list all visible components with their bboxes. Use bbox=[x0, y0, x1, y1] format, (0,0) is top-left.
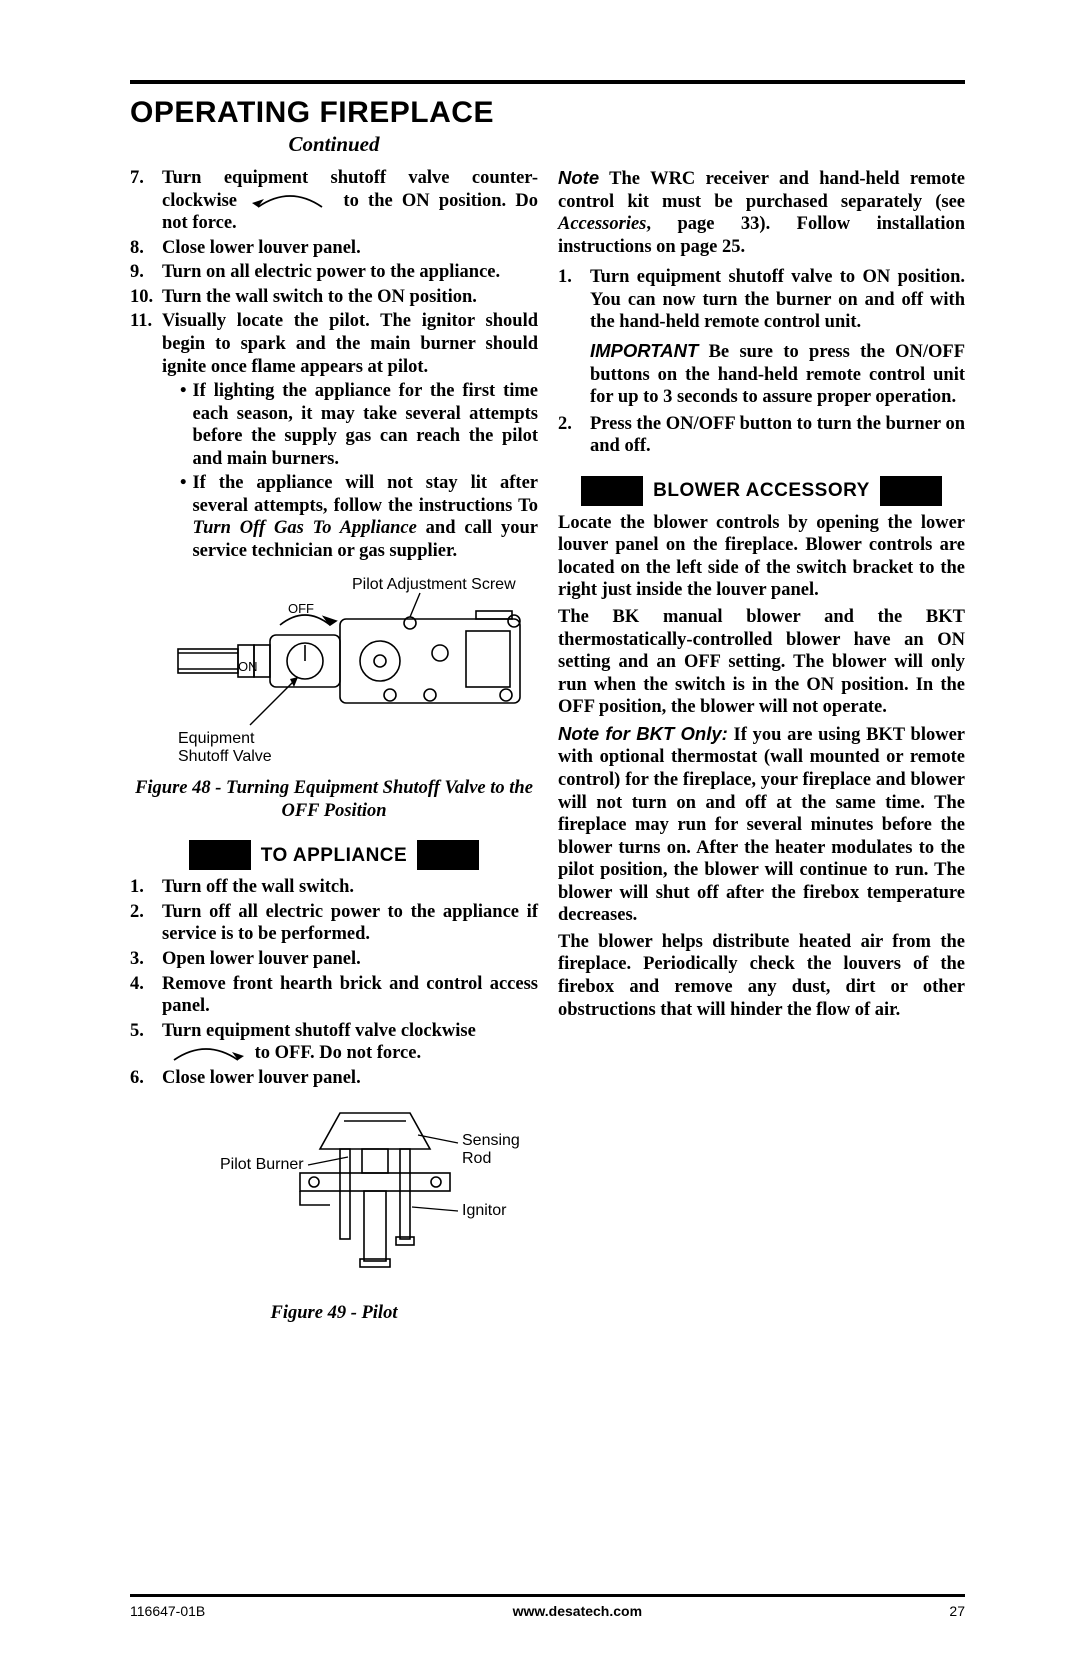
step-text: Visually locate the pilot. The ignitor s… bbox=[162, 311, 538, 376]
step-text: Turn the wall switch to the ON position. bbox=[162, 286, 538, 309]
step-8: 8. Close lower louver panel. bbox=[130, 237, 538, 260]
step-text: Turn on all electric power to the applia… bbox=[162, 261, 538, 284]
step-text: Turn equipment shutoff valve to ON posit… bbox=[590, 267, 965, 332]
label-equip-2: Shutoff Valve bbox=[178, 748, 272, 765]
step-text: Remove front hearth brick and control ac… bbox=[162, 973, 538, 1018]
label-pilot-adjust: Pilot Adjustment Screw bbox=[352, 576, 516, 593]
step-number: 4. bbox=[130, 973, 162, 1018]
step-9: 9. Turn on all electric power to the app… bbox=[130, 261, 538, 284]
black-bar-icon bbox=[880, 476, 942, 506]
step-text-post: to OFF. Do not force. bbox=[255, 1043, 421, 1063]
note-ital: Accessories bbox=[558, 214, 646, 234]
note-label: Note bbox=[558, 167, 599, 188]
steps-list-b: 1.Turn off the wall switch. 2.Turn off a… bbox=[130, 876, 538, 1089]
bullet-text-a: If the appliance will not stay lit after… bbox=[192, 473, 538, 516]
blower-p3: The blower helps distribute heated air f… bbox=[558, 931, 965, 1021]
step-number: 2. bbox=[558, 413, 590, 458]
note-paragraph: Note The WRC receiver and hand-held remo… bbox=[558, 167, 965, 258]
step-7: 7. Turn equipment shutoff valve counter-… bbox=[130, 167, 538, 235]
figure-49: Pilot Burner Sensing Rod Ignitor Figure … bbox=[130, 1099, 538, 1324]
label-ignitor: Ignitor bbox=[462, 1202, 507, 1219]
bullet-1: If lighting the appliance for the first … bbox=[180, 380, 538, 470]
section-to-appliance: TO APPLIANCE bbox=[130, 840, 538, 870]
two-column-layout: 7. Turn equipment shutoff valve counter-… bbox=[130, 167, 965, 1324]
step-number: 9. bbox=[130, 261, 162, 284]
step-number: 5. bbox=[130, 1020, 162, 1065]
page-number: 27 bbox=[949, 1603, 965, 1619]
step-text: Turn off the wall switch. bbox=[162, 876, 538, 899]
black-bar-icon bbox=[417, 840, 479, 870]
top-rule bbox=[130, 80, 965, 84]
bullet-text-ital: Turn Off Gas To Appliance bbox=[192, 518, 416, 538]
remote-step-1: 1. Turn equipment shutoff valve to ON po… bbox=[558, 266, 965, 410]
blower-p2: The BK manual blower and the BKT thermos… bbox=[558, 606, 965, 719]
step-number: 1. bbox=[558, 266, 590, 410]
remote-step-2: 2. Press the ON/OFF button to turn the b… bbox=[558, 413, 965, 458]
black-bar-icon bbox=[581, 476, 643, 506]
bullet-2: If the appliance will not stay lit after… bbox=[180, 472, 538, 562]
important-label: IMPORTANT bbox=[590, 340, 698, 361]
step-number: 8. bbox=[130, 237, 162, 260]
left-column: 7. Turn equipment shutoff valve counter-… bbox=[130, 167, 538, 1324]
arrow-ccw-icon bbox=[246, 191, 334, 211]
figure-48-caption: Figure 48 - Turning Equipment Shutoff Va… bbox=[130, 777, 538, 822]
bkt-paragraph: Note for BKT Only: If you are using BKT … bbox=[558, 723, 965, 927]
label-sensing-1: Sensing bbox=[462, 1132, 520, 1149]
figure-48-svg: Pilot Adjustment Screw OFF ON bbox=[130, 575, 538, 765]
continued-label: Continued bbox=[130, 132, 538, 157]
section-title: BLOWER ACCESSORY bbox=[653, 479, 870, 502]
note-body-a: The WRC receiver and hand-held remote co… bbox=[558, 169, 965, 212]
figure-49-svg: Pilot Burner Sensing Rod Ignitor bbox=[130, 1099, 538, 1289]
figure-49-caption: Figure 49 - Pilot bbox=[130, 1302, 538, 1325]
label-off: OFF bbox=[288, 601, 314, 616]
blower-p1: Locate the blower controls by opening th… bbox=[558, 512, 965, 602]
arrow-cw-icon bbox=[162, 1044, 250, 1064]
step-number: 2. bbox=[130, 901, 162, 946]
bkt-label: Note for BKT Only: bbox=[558, 723, 728, 744]
page-footer: 116647-01B www.desatech.com 27 bbox=[130, 1594, 965, 1619]
step-b4: 4.Remove front hearth brick and control … bbox=[130, 973, 538, 1018]
section-blower: BLOWER ACCESSORY bbox=[558, 476, 965, 506]
step-text: Press the ON/OFF button to turn the burn… bbox=[590, 413, 965, 458]
label-equip-1: Equipment bbox=[178, 730, 255, 747]
step-b5: 5. Turn equipment shutoff valve clockwis… bbox=[130, 1020, 538, 1065]
step-text: Open lower louver panel. bbox=[162, 948, 538, 971]
step-number: 7. bbox=[130, 167, 162, 235]
footer-url: www.desatech.com bbox=[513, 1603, 642, 1619]
section-title: TO APPLIANCE bbox=[261, 844, 407, 867]
step-text: Turn off all electric power to the appli… bbox=[162, 901, 538, 946]
step-11-bullets: If lighting the appliance for the first … bbox=[162, 380, 538, 563]
step-b2: 2.Turn off all electric power to the app… bbox=[130, 901, 538, 946]
doc-number: 116647-01B bbox=[130, 1603, 205, 1619]
step-b3: 3.Open lower louver panel. bbox=[130, 948, 538, 971]
bkt-body: If you are using BKT blower with optiona… bbox=[558, 725, 965, 926]
step-number: 10. bbox=[130, 286, 162, 309]
figure-48: Pilot Adjustment Screw OFF ON bbox=[130, 575, 538, 823]
label-sensing-2: Rod bbox=[462, 1150, 491, 1167]
step-number: 1. bbox=[130, 876, 162, 899]
step-number: 6. bbox=[130, 1067, 162, 1090]
right-column: Note The WRC receiver and hand-held remo… bbox=[558, 167, 965, 1324]
black-bar-icon bbox=[189, 840, 251, 870]
steps-list-a: 7. Turn equipment shutoff valve counter-… bbox=[130, 167, 538, 565]
bullet-text: If lighting the appliance for the first … bbox=[192, 380, 538, 470]
step-11: 11. Visually locate the pilot. The ignit… bbox=[130, 310, 538, 564]
step-number: 3. bbox=[130, 948, 162, 971]
step-text: Close lower louver panel. bbox=[162, 1067, 538, 1090]
remote-steps: 1. Turn equipment shutoff valve to ON po… bbox=[558, 266, 965, 458]
step-text-pre: Turn equipment shutoff valve clockwise bbox=[162, 1021, 476, 1041]
page-title: OPERATING FIREPLACE bbox=[130, 96, 965, 130]
label-pilot-burner: Pilot Burner bbox=[220, 1156, 304, 1173]
step-b6: 6.Close lower louver panel. bbox=[130, 1067, 538, 1090]
step-10: 10. Turn the wall switch to the ON posit… bbox=[130, 286, 538, 309]
step-b1: 1.Turn off the wall switch. bbox=[130, 876, 538, 899]
step-text: Close lower louver panel. bbox=[162, 237, 538, 260]
step-number: 11. bbox=[130, 310, 162, 564]
